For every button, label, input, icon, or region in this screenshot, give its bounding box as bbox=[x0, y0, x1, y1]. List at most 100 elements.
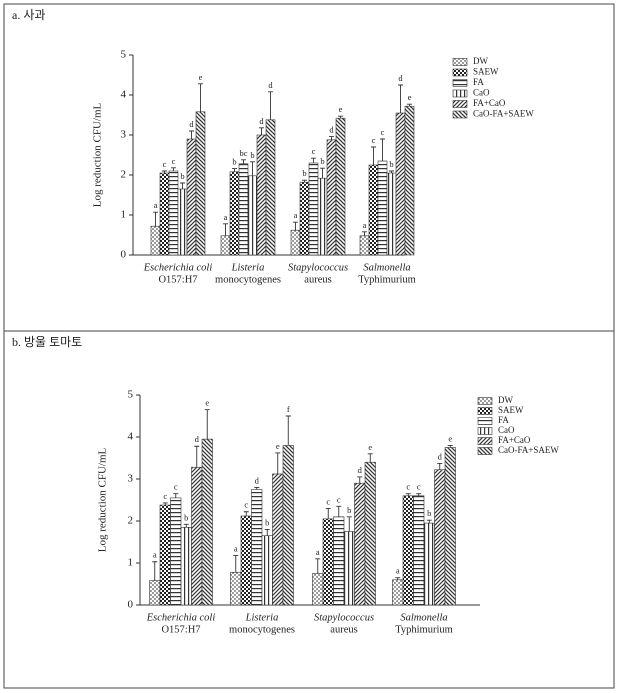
frame bbox=[3, 3, 615, 689]
error-bar bbox=[426, 519, 432, 524]
error-bar bbox=[405, 493, 411, 496]
x-tick-label: Salmonella bbox=[363, 262, 410, 273]
significance-letter: b bbox=[427, 508, 431, 518]
significance-letter: d bbox=[358, 465, 363, 475]
bar bbox=[191, 466, 203, 606]
panel-title: b. 방울 토마토 bbox=[12, 335, 82, 349]
significance-letter: e bbox=[448, 433, 452, 443]
x-tick-label: Typhimurium bbox=[395, 624, 453, 635]
y-axis-label: Log reduction CFU/mL bbox=[92, 102, 104, 207]
error-bar bbox=[162, 170, 167, 173]
error-bar bbox=[232, 168, 237, 172]
error-bar bbox=[302, 179, 307, 183]
error-bar bbox=[223, 223, 228, 236]
bar bbox=[201, 438, 213, 606]
error-bar bbox=[437, 463, 443, 470]
error-bar bbox=[243, 511, 249, 516]
bar bbox=[159, 172, 170, 256]
error-bar bbox=[380, 138, 385, 161]
error-bar bbox=[362, 231, 367, 236]
significance-letter: d bbox=[255, 475, 260, 485]
bar bbox=[386, 172, 397, 256]
significance-letter: a bbox=[234, 543, 238, 553]
x-tick-label: Typhimurium bbox=[358, 274, 416, 285]
error-bar bbox=[275, 452, 281, 474]
significance-letter: d bbox=[259, 116, 264, 126]
bar bbox=[265, 119, 276, 256]
bar bbox=[312, 573, 324, 606]
legend-label: FA bbox=[498, 415, 509, 425]
error-bar bbox=[259, 127, 264, 135]
bar bbox=[317, 177, 328, 256]
y-tick-label: 5 bbox=[121, 49, 127, 61]
legend-swatch bbox=[452, 89, 468, 98]
bar bbox=[220, 235, 231, 256]
bar bbox=[364, 461, 376, 606]
error-bar bbox=[233, 554, 239, 573]
error-bar bbox=[416, 493, 422, 496]
bar bbox=[230, 571, 242, 606]
error-bar bbox=[171, 167, 176, 171]
legend-label: CaO-FA+SAEW bbox=[498, 445, 559, 455]
bar bbox=[343, 531, 355, 606]
error-bar bbox=[338, 115, 343, 119]
error-bar bbox=[407, 103, 412, 107]
y-tick-label: 2 bbox=[121, 169, 127, 181]
error-bar bbox=[250, 161, 255, 176]
legend-label: SAEW bbox=[498, 405, 524, 415]
legend-label: CaO bbox=[498, 425, 515, 435]
error-bar bbox=[162, 502, 168, 506]
bar bbox=[404, 105, 415, 256]
error-bar bbox=[152, 561, 158, 581]
legend-label: DW bbox=[498, 395, 513, 405]
significance-letter: a bbox=[294, 210, 298, 220]
bar bbox=[335, 117, 346, 256]
bar bbox=[444, 447, 456, 606]
x-tick-label: Escherichia coli bbox=[143, 262, 213, 273]
y-tick-label: 0 bbox=[121, 249, 127, 261]
significance-letter: c bbox=[372, 135, 376, 145]
bar bbox=[333, 516, 345, 606]
significance-letter: c bbox=[172, 156, 176, 166]
bar bbox=[326, 139, 337, 256]
x-tick-label: monocytogenes bbox=[229, 624, 295, 635]
error-bar bbox=[264, 528, 270, 536]
x-tick-label: Listeria bbox=[231, 262, 265, 273]
bar bbox=[168, 170, 179, 256]
y-tick-label: 0 bbox=[128, 599, 134, 611]
legend-swatch bbox=[477, 427, 493, 435]
bar bbox=[247, 175, 258, 256]
bar bbox=[299, 181, 310, 256]
legend-swatch bbox=[452, 110, 468, 119]
significance-letter: e bbox=[205, 398, 209, 408]
error-bar bbox=[357, 476, 363, 484]
x-tick-label: Listeria bbox=[245, 612, 279, 623]
legend-swatch bbox=[452, 100, 468, 108]
x-tick-label: Stapylococcus bbox=[314, 612, 374, 623]
significance-letter: c bbox=[337, 494, 341, 504]
bar bbox=[272, 473, 284, 606]
significance-letter: c bbox=[174, 482, 178, 492]
error-bar bbox=[173, 493, 179, 498]
error-bar bbox=[183, 523, 189, 528]
x-tick-label: monocytogenes bbox=[215, 274, 281, 285]
bar bbox=[354, 482, 366, 606]
y-tick-label: 5 bbox=[128, 389, 134, 401]
bar bbox=[413, 495, 425, 606]
error-bar bbox=[395, 577, 401, 580]
significance-letter: e bbox=[199, 72, 203, 82]
significance-letter: b bbox=[347, 505, 351, 515]
error-bar bbox=[198, 83, 203, 112]
bar bbox=[377, 160, 388, 256]
x-tick-label: O157:H7 bbox=[158, 274, 197, 285]
y-tick-label: 2 bbox=[128, 515, 134, 527]
bar bbox=[186, 138, 197, 256]
bar bbox=[322, 518, 334, 606]
bar bbox=[149, 580, 161, 606]
significance-letter: d bbox=[195, 434, 200, 444]
significance-letter: a bbox=[153, 550, 157, 560]
y-tick-label: 4 bbox=[121, 89, 127, 101]
error-bar bbox=[285, 415, 291, 446]
y-axis-label: Log reduction CFU/mL bbox=[97, 447, 109, 552]
